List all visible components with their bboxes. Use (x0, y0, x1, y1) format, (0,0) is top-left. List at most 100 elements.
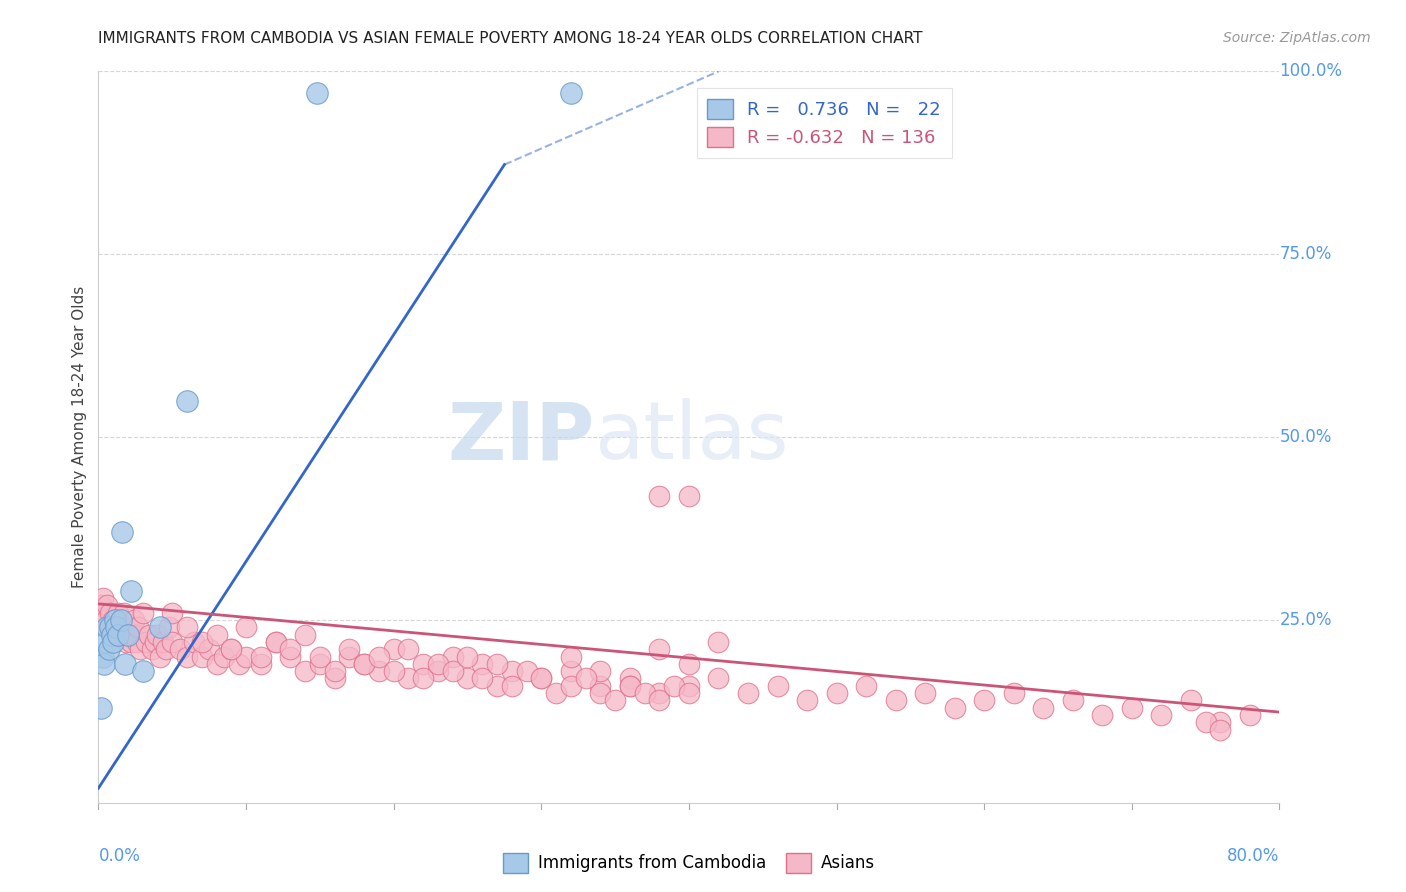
Point (486, 679, 509, 693)
Point (120, 583, 142, 598)
Point (117, 627, 139, 641)
Point (110, 613, 132, 627)
Point (110, 620, 132, 634)
Point (486, 657, 509, 671)
Text: 50.0%: 50.0% (1279, 428, 1331, 446)
Point (146, 627, 169, 641)
Point (1195, 715, 1218, 730)
Point (169, 642, 191, 657)
Point (589, 679, 612, 693)
Point (678, 489, 700, 503)
Point (103, 635, 125, 649)
Point (560, 649, 582, 664)
Point (264, 635, 287, 649)
Point (118, 620, 141, 634)
Point (122, 613, 145, 627)
Point (141, 642, 163, 657)
Point (973, 693, 995, 707)
Point (1091, 708, 1114, 723)
Point (766, 679, 789, 693)
Point (183, 635, 205, 649)
Point (707, 635, 730, 649)
Point (456, 672, 478, 686)
Point (212, 649, 235, 664)
Point (191, 649, 214, 664)
Point (530, 672, 553, 686)
Point (117, 627, 139, 641)
Point (456, 649, 478, 664)
Point (105, 620, 128, 634)
Point (1150, 708, 1173, 723)
Point (664, 679, 686, 693)
Point (100, 627, 122, 641)
Point (1209, 715, 1232, 730)
Point (98, 606, 121, 620)
Point (219, 642, 242, 657)
Point (132, 664, 155, 678)
Point (250, 649, 273, 664)
Point (515, 664, 537, 678)
Point (235, 649, 257, 664)
Point (648, 686, 671, 700)
Point (471, 672, 494, 686)
Point (152, 635, 174, 649)
Point (648, 642, 671, 657)
Point (108, 627, 131, 641)
Point (412, 657, 434, 671)
Point (396, 642, 419, 657)
Point (560, 87, 582, 101)
Point (120, 635, 142, 649)
Point (337, 649, 360, 664)
Point (1121, 700, 1143, 714)
Point (125, 635, 148, 649)
Point (530, 672, 553, 686)
Text: IMMIGRANTS FROM CAMBODIA VS ASIAN FEMALE POVERTY AMONG 18-24 YEAR OLDS CORRELATI: IMMIGRANTS FROM CAMBODIA VS ASIAN FEMALE… (98, 31, 922, 46)
Text: 100.0%: 100.0% (1279, 62, 1343, 80)
Point (149, 649, 172, 664)
Point (264, 635, 287, 649)
Point (589, 664, 612, 678)
Point (162, 606, 183, 620)
Point (104, 620, 127, 634)
Point (107, 627, 129, 641)
Point (884, 693, 907, 707)
Point (560, 664, 582, 678)
Point (544, 686, 567, 700)
Point (368, 649, 391, 664)
Point (678, 657, 700, 671)
Point (589, 686, 612, 700)
Point (943, 700, 966, 714)
Point (427, 657, 450, 671)
Point (737, 686, 759, 700)
Point (396, 672, 419, 686)
Point (1239, 708, 1261, 723)
Point (914, 686, 936, 700)
Point (633, 686, 655, 700)
Point (1002, 686, 1025, 700)
Point (111, 613, 134, 627)
Point (97, 620, 120, 634)
Point (96, 620, 118, 634)
Point (97, 642, 120, 657)
Point (93, 657, 115, 671)
Point (104, 613, 127, 627)
Text: 25.0%: 25.0% (1279, 611, 1331, 629)
Text: Source: ZipAtlas.com: Source: ZipAtlas.com (1223, 31, 1371, 45)
Point (648, 489, 671, 503)
Legend: Immigrants from Cambodia, Asians: Immigrants from Cambodia, Asians (496, 847, 882, 880)
Point (96, 599, 118, 613)
Point (138, 627, 160, 641)
Point (501, 679, 523, 693)
Point (427, 664, 450, 678)
Point (155, 642, 177, 657)
Point (176, 393, 198, 408)
Point (121, 627, 143, 641)
Point (368, 664, 391, 678)
Point (205, 627, 228, 641)
Point (294, 664, 316, 678)
Point (93, 606, 115, 620)
Point (678, 686, 700, 700)
Point (278, 642, 302, 657)
Legend: R =   0.736   N =   22, R = -0.632   N = 136: R = 0.736 N = 22, R = -0.632 N = 136 (696, 87, 952, 158)
Point (294, 627, 316, 641)
